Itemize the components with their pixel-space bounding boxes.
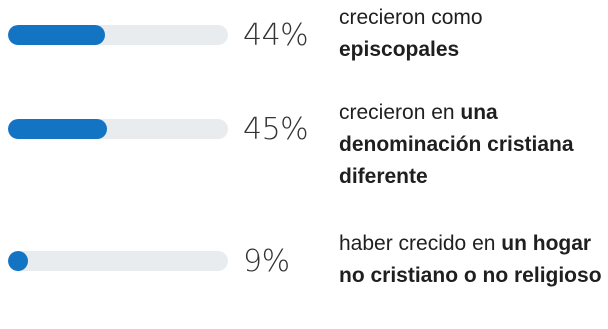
bar-track-2: [8, 119, 228, 139]
value-label-3: 9%: [243, 244, 290, 279]
category-label-3: haber crecido en un hogar no cristiano o…: [339, 228, 607, 292]
category-label-2: crecieron en una denominación cristiana …: [339, 97, 607, 193]
category-label-2-bold: una denominación cristiana diferente: [339, 101, 574, 188]
category-label-1-normal: crecieron como: [339, 6, 483, 29]
category-label-3-bold: un hogar no cristiano o no religioso: [339, 232, 602, 287]
category-label-1-bold: episcopales: [339, 38, 460, 61]
value-label-2: 45%: [243, 112, 309, 147]
category-label-3-normal: haber crecido en: [339, 232, 502, 255]
bar-fill-2: [8, 119, 107, 139]
bar-track-1: [8, 25, 228, 45]
category-label-2-normal: crecieron en: [339, 101, 461, 124]
bar-fill-3: [8, 251, 28, 271]
value-label-1: 44%: [243, 18, 309, 53]
bar-track-3: [8, 251, 228, 271]
bar-fill-1: [8, 25, 105, 45]
category-label-1: crecieron como episcopales: [339, 2, 607, 66]
